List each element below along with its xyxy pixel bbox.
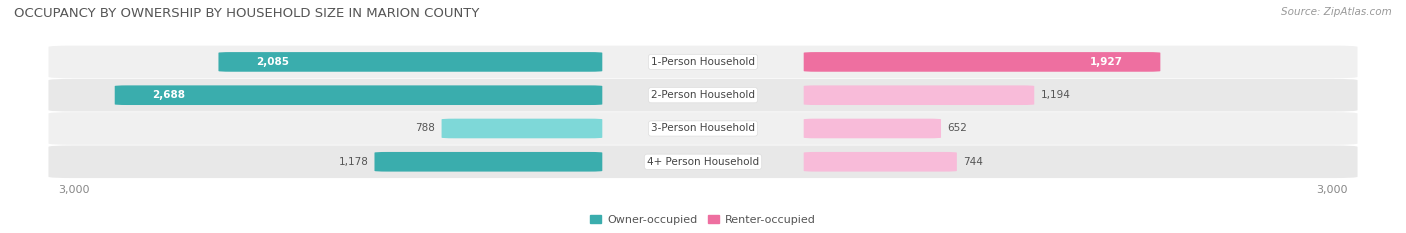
Text: 2,085: 2,085: [256, 57, 290, 67]
Text: Source: ZipAtlas.com: Source: ZipAtlas.com: [1281, 7, 1392, 17]
FancyBboxPatch shape: [374, 152, 602, 171]
Text: OCCUPANCY BY OWNERSHIP BY HOUSEHOLD SIZE IN MARION COUNTY: OCCUPANCY BY OWNERSHIP BY HOUSEHOLD SIZE…: [14, 7, 479, 20]
Text: 3-Person Household: 3-Person Household: [651, 123, 755, 134]
FancyBboxPatch shape: [804, 85, 1035, 105]
Text: 652: 652: [948, 123, 967, 134]
FancyBboxPatch shape: [804, 119, 941, 138]
FancyBboxPatch shape: [48, 112, 1358, 145]
FancyBboxPatch shape: [218, 52, 602, 72]
FancyBboxPatch shape: [48, 79, 1358, 112]
Text: 1-Person Household: 1-Person Household: [651, 57, 755, 67]
Text: 744: 744: [963, 157, 983, 167]
Text: 1,194: 1,194: [1040, 90, 1070, 100]
FancyBboxPatch shape: [441, 119, 602, 138]
FancyBboxPatch shape: [804, 52, 1160, 72]
FancyBboxPatch shape: [48, 46, 1358, 78]
Text: 4+ Person Household: 4+ Person Household: [647, 157, 759, 167]
Text: 1,927: 1,927: [1090, 57, 1122, 67]
FancyBboxPatch shape: [48, 145, 1358, 178]
FancyBboxPatch shape: [115, 85, 602, 105]
Text: 1,178: 1,178: [339, 157, 368, 167]
Legend: Owner-occupied, Renter-occupied: Owner-occupied, Renter-occupied: [586, 210, 820, 229]
Text: 2-Person Household: 2-Person Household: [651, 90, 755, 100]
FancyBboxPatch shape: [804, 152, 957, 171]
Text: 788: 788: [415, 123, 436, 134]
Text: 2,688: 2,688: [152, 90, 186, 100]
